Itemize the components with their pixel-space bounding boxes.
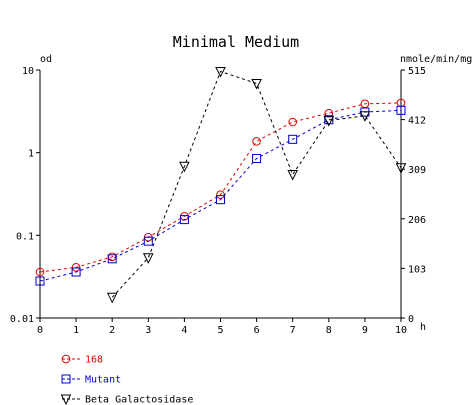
data-point [288,117,298,127]
right-tick-label: 103 [408,264,426,275]
legend-marker [60,394,72,405]
data-point [35,267,45,277]
data-point [323,116,335,127]
data-point [395,163,407,174]
data-point [107,254,117,264]
left-tick-label: 10 [22,66,34,77]
x-tick-label: 8 [326,325,332,336]
series-line [39,109,402,282]
legend-label: Beta Galactosidase [85,395,193,405]
right-tick-label: 206 [408,215,426,226]
data-point [215,66,226,78]
x-tick-label: 4 [181,325,187,336]
data-point [287,169,299,181]
data-point [143,236,153,246]
x-tick-label: 1 [73,325,79,336]
left-tick-label: 0.01 [10,314,34,325]
left-tick-label: 0.1 [16,231,34,242]
data-point [71,263,81,272]
right-tick-label: 309 [408,165,426,176]
legend-marker [61,374,71,384]
right-tick-label: 515 [408,66,426,77]
right-tick-label: 0 [408,314,414,325]
data-point [71,267,81,277]
data-point [142,253,154,264]
x-tick-label: 3 [145,325,151,336]
data-point [251,78,262,90]
series-line [111,70,402,298]
series-beta-galactosidase [106,66,407,304]
data-point [359,111,371,122]
right-axis-unit: nmole/min/mg [400,54,472,65]
x-axis-unit: h [420,322,426,333]
x-tick-label: 9 [362,325,368,336]
series-mutant [35,105,406,286]
data-point [252,137,261,146]
data-point [106,292,118,304]
legend: 168 Mutant Beta Galactosidase [60,354,193,405]
x-tick-label: 5 [217,325,223,336]
x-tick-label: 10 [395,325,407,336]
x-tick-label: 7 [290,325,296,336]
series-line [39,102,402,273]
data-point [35,276,45,286]
series-168 [35,98,406,277]
data-point [288,134,298,144]
right-tick-label: 412 [408,116,426,127]
data-point [252,154,262,164]
data-point [396,105,406,115]
data-point [179,161,190,173]
data-point [179,215,189,225]
legend-marker [61,354,71,364]
x-tick-label: 2 [109,325,115,336]
plot-area [35,66,407,304]
legend-label: 168 [85,355,103,366]
x-tick-label: 6 [254,325,260,336]
legend-label: Mutant [85,375,121,386]
chart-title: Minimal Medium [173,33,299,51]
x-tick-label: 0 [37,325,43,336]
left-tick-label: 1 [28,149,34,160]
data-point [216,195,225,205]
left-axis-unit: od [40,54,52,65]
